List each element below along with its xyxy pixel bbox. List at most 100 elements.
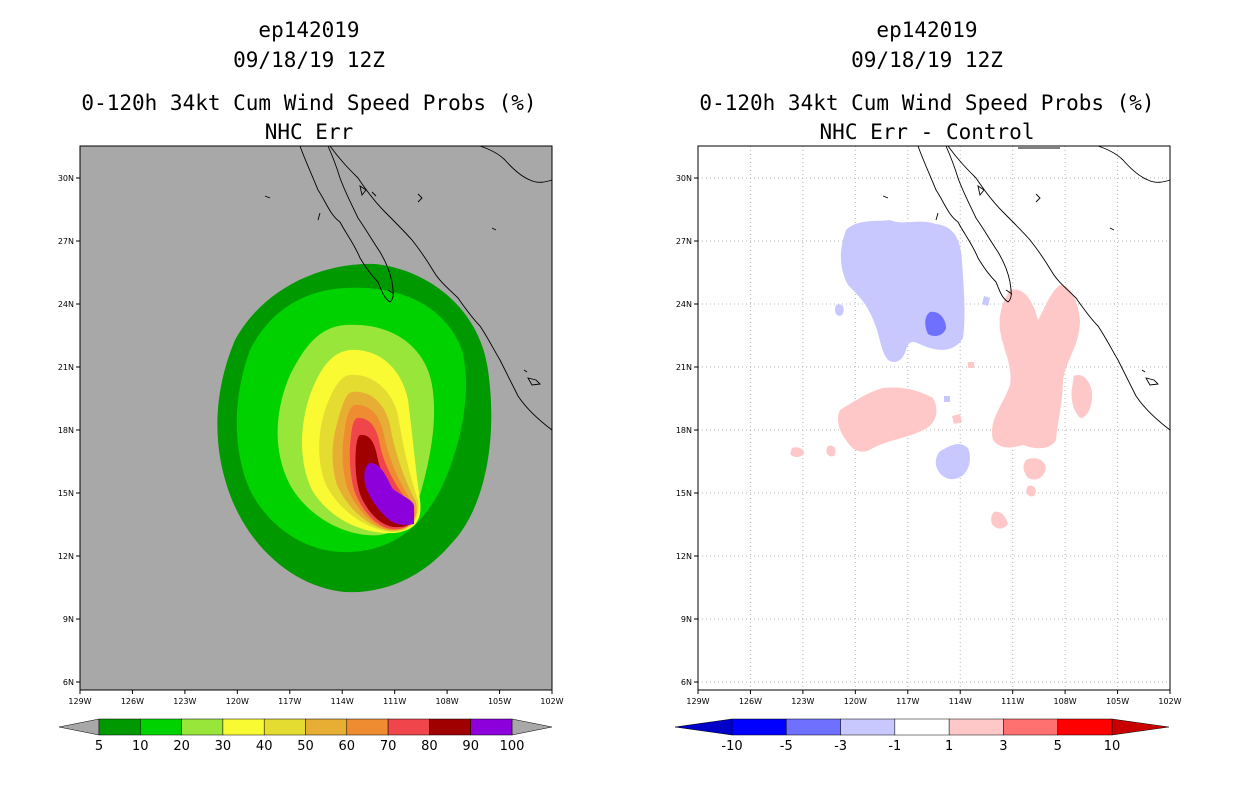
- positive-region-east: [991, 284, 1080, 449]
- left-colorbar-min-arrow: [58, 718, 100, 736]
- positive-small-7: [952, 414, 962, 424]
- right-panel: ep142019 09/18/19 12Z 0-120h 34kt Cum Wi…: [618, 0, 1236, 800]
- right-lat-label: 30N: [676, 174, 692, 183]
- right-storm-id: ep142019: [876, 18, 978, 42]
- right-lon-label: 102W: [1158, 697, 1181, 706]
- left-colorbar-label: 60: [339, 739, 356, 754]
- right-colorbar-swatch: [948, 718, 1004, 736]
- left-colorbar-max-arrow: [511, 718, 553, 736]
- right-difference-contours: [790, 220, 1093, 529]
- left-colorbar-label: 70: [380, 739, 397, 754]
- left-lat-label: 12N: [58, 552, 74, 561]
- positive-small-5: [826, 445, 836, 457]
- right-colorbar-label: 1: [945, 739, 953, 754]
- left-lon-label: 120W: [226, 697, 249, 706]
- left-lon-label: 129W: [68, 697, 91, 706]
- right-lon-label: 129W: [686, 697, 709, 706]
- left-colorbar-label: 20: [173, 739, 190, 754]
- negative-region-south: [935, 444, 970, 480]
- left-storm-id: ep142019: [258, 18, 360, 42]
- right-lon-label: 117W: [896, 697, 919, 706]
- left-colorbar: 5 10 20 30 40 50 60 70 80 90 100: [58, 718, 553, 754]
- left-lon-label: 108W: [436, 697, 459, 706]
- left-lon-label: 111W: [383, 697, 406, 706]
- left-lat-label: 27N: [58, 237, 74, 246]
- negative-small-1: [834, 304, 844, 316]
- right-lat-label: 12N: [676, 552, 692, 561]
- left-colorbar-label: 100: [500, 739, 525, 754]
- right-lat-label: 21N: [676, 363, 692, 372]
- right-lon-label: 120W: [844, 697, 867, 706]
- left-colorbar-swatch: [429, 718, 471, 736]
- right-datetime: 09/18/19 12Z: [851, 48, 1003, 72]
- right-colorbar-swatch: [894, 718, 950, 736]
- left-map-frame: [79, 145, 553, 691]
- left-colorbar-label: 90: [462, 739, 479, 754]
- positive-region-west: [838, 387, 937, 452]
- left-colorbar-swatch: [470, 718, 513, 736]
- right-lon-label: 105W: [1106, 697, 1129, 706]
- positive-small-2: [1023, 458, 1046, 480]
- right-lat-label: 24N: [676, 300, 692, 309]
- negative-small-2: [982, 296, 990, 306]
- left-axes: 129W 126W 123W 120W 117W 114W 111W 108W 105W 102W…: [58, 174, 564, 706]
- left-lon-label: 126W: [121, 697, 144, 706]
- right-lon-label: 126W: [739, 697, 762, 706]
- left-colorbar-label: 10: [132, 739, 149, 754]
- right-colorbar-max-arrow: [1111, 718, 1170, 736]
- left-colorbar-label: 40: [256, 739, 273, 754]
- left-colorbar-swatch: [305, 718, 348, 736]
- left-lon-label: 114W: [331, 697, 354, 706]
- right-colorbar-min-arrow: [674, 718, 733, 736]
- right-colorbar-label: -5: [780, 739, 793, 754]
- left-lat-label: 15N: [58, 489, 74, 498]
- left-coastline: [264, 145, 553, 431]
- right-lat-label: 15N: [676, 489, 692, 498]
- right-map-frame: [697, 145, 1171, 691]
- left-colorbar-swatch: [346, 718, 389, 736]
- right-subtitle: NHC Err - Control: [819, 120, 1035, 144]
- left-map: 129W 126W 123W 120W 117W 114W 111W 108W 105W 102W…: [58, 145, 564, 754]
- right-lon-label: 108W: [1054, 697, 1077, 706]
- right-colorbar-label: 5: [1054, 739, 1062, 754]
- right-colorbar-swatch: [786, 718, 841, 736]
- positive-small-6: [1026, 485, 1036, 497]
- right-lon-label: 123W: [791, 697, 814, 706]
- left-lon-label: 102W: [540, 697, 563, 706]
- right-colorbar-label: -1: [888, 739, 901, 754]
- left-lon-label: 117W: [278, 697, 301, 706]
- left-colorbar-swatch: [98, 718, 141, 736]
- left-colorbar-label: 30: [215, 739, 232, 754]
- left-lon-label: 105W: [488, 697, 511, 706]
- left-probability-contours: [217, 263, 492, 593]
- left-colorbar-swatch: [263, 718, 306, 736]
- left-colorbar-label: 5: [95, 739, 103, 754]
- right-lat-label: 6N: [681, 678, 692, 687]
- right-lat-label: 27N: [676, 237, 692, 246]
- right-colorbar-swatch: [1003, 718, 1058, 736]
- negative-region-core: [925, 311, 946, 336]
- left-colorbar-label: 80: [421, 739, 438, 754]
- negative-small-3: [944, 396, 950, 402]
- right-colorbar-label: 10: [1104, 739, 1121, 754]
- positive-small-8: [968, 362, 974, 368]
- right-colorbar-label: -3: [834, 739, 847, 754]
- left-panel: ep142019 09/18/19 12Z 0-120h 34kt Cum Wi…: [58, 18, 564, 754]
- left-colorbar-swatch: [140, 718, 182, 736]
- right-lon-label: 111W: [1001, 697, 1024, 706]
- left-colorbar-label: 50: [297, 739, 314, 754]
- left-colorbar-swatch: [181, 718, 224, 736]
- right-colorbar: -10 -5 -3 -1 1 3 5 10: [674, 718, 1170, 754]
- right-lat-label: 18N: [676, 426, 692, 435]
- left-lat-label: 18N: [58, 426, 74, 435]
- left-lat-label: 21N: [58, 363, 74, 372]
- contour-90: [364, 463, 414, 525]
- right-colorbar-swatch: [731, 718, 787, 736]
- left-colorbar-swatch: [387, 718, 430, 736]
- left-datetime: 09/18/19 12Z: [233, 48, 385, 72]
- positive-small-3: [991, 511, 1008, 529]
- positive-small-1: [1071, 374, 1093, 418]
- left-lat-label: 24N: [58, 300, 74, 309]
- left-lat-label: 30N: [58, 174, 74, 183]
- right-axes: 129W 126W 123W 120W 117W 114W 111W 108W 105W 102W…: [676, 174, 1182, 706]
